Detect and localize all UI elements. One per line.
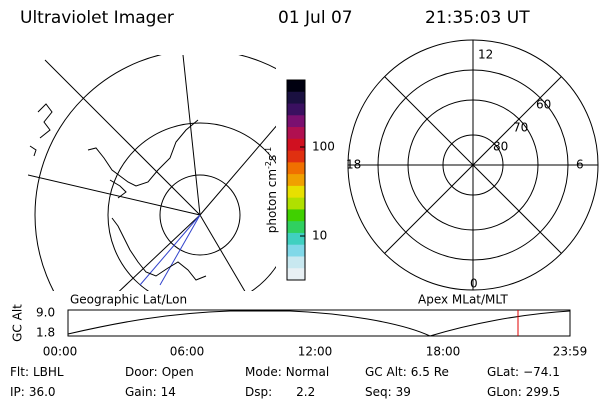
status-value: Open <box>162 365 194 379</box>
coastline <box>29 145 37 157</box>
colorbar-segment <box>287 138 305 152</box>
x-tick-label: 06:00 <box>170 345 205 359</box>
colorbar-segment <box>287 221 305 234</box>
status-value: 36.0 <box>29 385 56 399</box>
status-value: 39 <box>396 385 411 399</box>
lat-circle <box>107 122 276 291</box>
lon-line <box>199 125 276 216</box>
status-value: 2.2 <box>296 385 315 399</box>
colorbar-frame <box>286 79 306 281</box>
status-value: −74.1 <box>523 365 560 379</box>
colorbar-segment <box>287 197 305 210</box>
unit-exp: -1 <box>264 147 273 155</box>
x-tick-label: 18:00 <box>426 345 461 359</box>
status-label: GLat: <box>487 365 519 379</box>
altitude-curve <box>67 310 571 337</box>
colorbar-unit: photon cm-2s-1 <box>264 147 279 234</box>
coastline <box>109 179 127 199</box>
status-label: Dsp: <box>245 385 272 399</box>
x-tick-label: 23:59 <box>553 345 588 359</box>
lon-line <box>28 174 201 216</box>
status-item: Seq: 39 <box>365 385 411 399</box>
mlt-label: 0 <box>470 277 478 291</box>
status-label: Mode: <box>245 365 282 379</box>
status-item: GLat: −74.1 <box>487 365 560 379</box>
status-item: Gain: 14 <box>125 385 176 399</box>
track-line <box>159 214 201 286</box>
status-label: Door: <box>125 365 158 379</box>
status-label: IP: <box>10 385 25 399</box>
lon-line <box>44 59 201 216</box>
colorbar-segment <box>287 103 305 116</box>
x-tick-label: 12:00 <box>298 345 333 359</box>
instrument: Ultraviolet Imager <box>20 8 174 28</box>
status-value: 14 <box>161 385 176 399</box>
y-tick-label: 9.0 <box>36 306 55 320</box>
mlat-label: 80 <box>493 140 508 154</box>
status-item: IP: 36.0 <box>10 385 56 399</box>
colorbar-segment <box>287 174 305 187</box>
status-label: GC Alt: <box>365 365 407 379</box>
y-axis-label: GC Alt <box>11 304 25 342</box>
colorbar-tick-label: 10 <box>312 229 327 243</box>
y-tick-label: 1.8 <box>36 326 55 340</box>
orbit-title: Apex MLat/MLT <box>418 293 508 307</box>
geographic-map <box>28 55 276 291</box>
lon-line <box>182 55 201 216</box>
mlt-label: 18 <box>346 158 361 172</box>
status-item: Flt: LBHL <box>10 365 64 379</box>
colorbar-segment <box>287 244 305 257</box>
colorbar-segment <box>287 127 305 140</box>
lat-circle <box>159 174 241 256</box>
lon-line <box>118 214 201 291</box>
colorbar-segment <box>287 256 305 269</box>
status-label: GLon: <box>487 385 522 399</box>
orbit-plot: Geographic Lat/Lon Apex MLat/MLT GC Alt 9.0… <box>11 293 588 359</box>
plot-frame <box>67 309 571 337</box>
mlat-label: 60 <box>536 98 551 112</box>
coastline <box>111 217 207 281</box>
colorbar-segment <box>287 209 305 222</box>
colorbar-segment <box>287 80 305 93</box>
status-label: Seq: <box>365 385 392 399</box>
x-tick-label: 00:00 <box>43 345 78 359</box>
colorbar-tick-label: 100 <box>312 140 335 154</box>
colorbar-segment <box>287 232 305 246</box>
orbit-title: Geographic Lat/Lon <box>70 293 187 307</box>
unit-exp: -2 <box>264 161 273 169</box>
mlt-label: 6 <box>576 158 584 172</box>
mlat-label: 70 <box>513 121 528 135</box>
unit-base: photon cm <box>265 169 279 233</box>
status-item: GC Alt: 6.5 Re <box>365 365 449 379</box>
colorbar: 100 10 <box>286 79 335 281</box>
lat-circle <box>34 55 276 291</box>
coastline <box>37 103 53 139</box>
colorbar-segment <box>287 150 305 163</box>
status-value: 299.5 <box>526 385 560 399</box>
status-value: LBHL <box>33 365 64 379</box>
status-item: Door: Open <box>125 365 194 379</box>
status-item: Dsp: 2.2 <box>245 385 315 399</box>
status-label: Flt: <box>10 365 29 379</box>
colorbar-segment <box>287 115 305 128</box>
status-item: GLon: 299.5 <box>487 385 560 399</box>
coastline <box>87 119 199 187</box>
mlt-line <box>384 76 562 254</box>
mlt-label: 12 <box>478 48 493 62</box>
status-panel: Flt: LBHL Door: Open Mode: Normal GC Alt: 6.5 R… <box>10 365 560 399</box>
lon-line <box>199 214 246 291</box>
status-label: Gain: <box>125 385 157 399</box>
colorbar-segment <box>287 268 305 281</box>
polar-grid: 12 6 18 0 60 70 80 <box>346 39 599 291</box>
unit-mid: s <box>265 155 279 161</box>
status-value: 6.5 Re <box>411 365 449 379</box>
date: 01 Jul 07 <box>278 8 353 28</box>
time: 21:35:03 UT <box>425 8 530 28</box>
status-item: Mode: Normal <box>245 365 329 379</box>
colorbar-segment <box>287 91 305 105</box>
status-value: Normal <box>286 365 329 379</box>
colorbar-segment <box>287 162 305 175</box>
colorbar-segment <box>287 185 305 199</box>
